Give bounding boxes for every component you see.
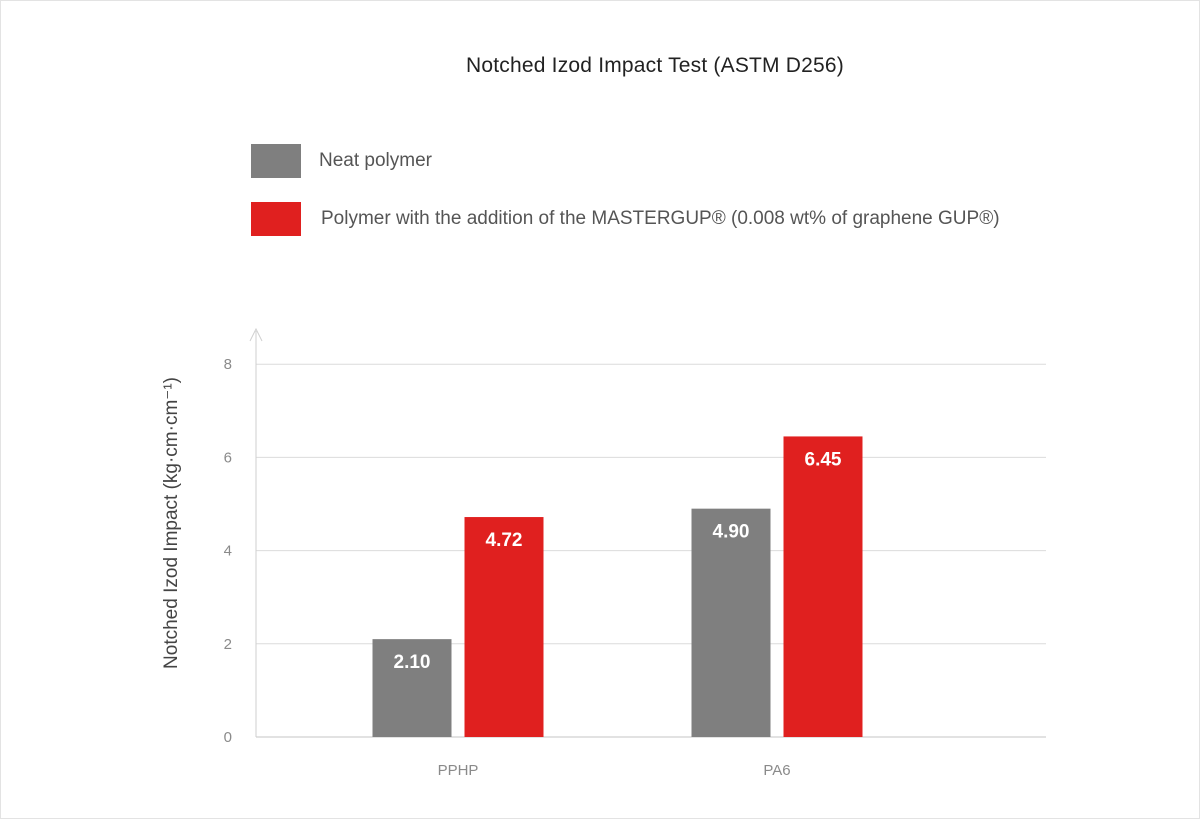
legend-label-mastergup-polymer: Polymer with the addition of the MASTERG…	[321, 208, 1000, 229]
legend-swatch-mastergup-polymer	[251, 202, 301, 236]
bar-value-label: 6.45	[805, 449, 842, 470]
y-tick-label: 2	[224, 636, 232, 653]
y-tick-label: 6	[224, 449, 232, 466]
y-axis-title: Notched Izod Impact (kg·cm·cm⁻¹)	[161, 377, 182, 669]
legend-label-neat-polymer: Neat polymer	[319, 150, 432, 171]
bar-pa6-series-1	[691, 508, 771, 737]
bar-value-label: 4.90	[713, 522, 750, 543]
y-tick-label: 4	[224, 543, 232, 560]
legend-swatch-neat-polymer	[251, 144, 301, 178]
y-tick-labels: 0 2 4 6 8	[224, 356, 232, 746]
x-category-label: PPHP	[438, 762, 479, 779]
x-category-label: PA6	[763, 762, 790, 779]
chart-title: Notched Izod Impact Test (ASTM D256)	[466, 54, 844, 77]
y-tick-label: 8	[224, 356, 232, 373]
bar-value-label: 4.72	[486, 530, 523, 551]
y-tick-label: 0	[224, 729, 232, 746]
bar-pphp-series-1	[372, 639, 452, 737]
bar-pa6-series-2	[783, 436, 863, 737]
legend-item-mastergup-polymer: Polymer with the addition of the MASTERG…	[251, 202, 1000, 236]
bar-value-label: 2.10	[394, 652, 431, 673]
x-category-labels: PPHP PA6	[438, 762, 791, 779]
legend-item-neat-polymer: Neat polymer	[251, 144, 432, 178]
bars: 2.10 4.72 4.90 6.45	[372, 436, 863, 737]
y-axis-arrow-icon	[249, 327, 263, 342]
bar-pphp-series-2	[464, 517, 544, 737]
